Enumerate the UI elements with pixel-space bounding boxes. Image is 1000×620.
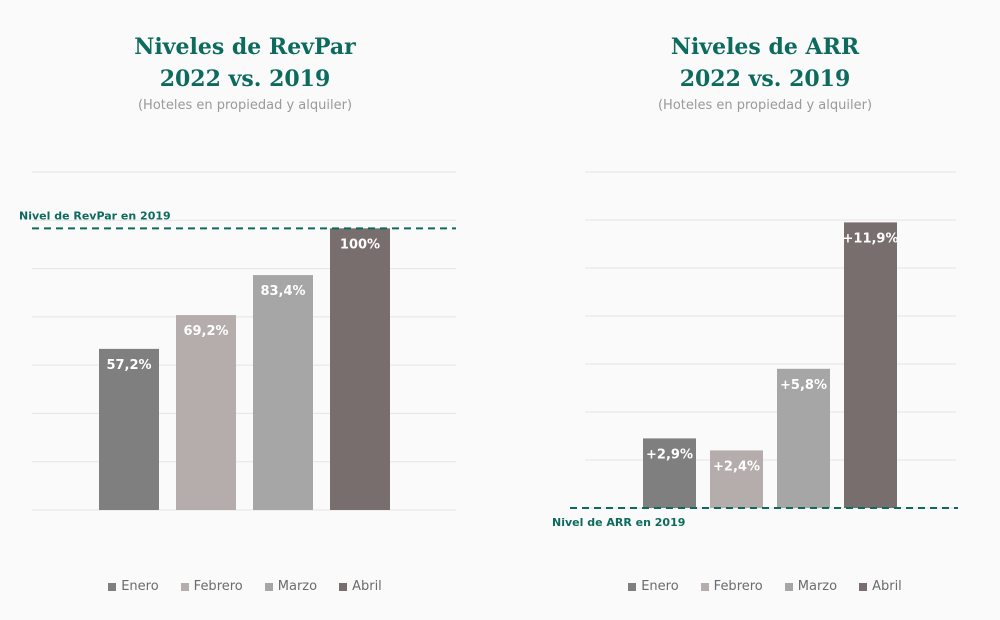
legend-label: Abril [352, 579, 382, 594]
legend-item-abril: Abril [859, 579, 902, 594]
legend-swatch [108, 582, 117, 591]
revpar-bar-chart: 57,2% 69,2% 83,4% 100% Nivel de RevPar en 20… [19, 171, 456, 511]
legend-swatch [784, 582, 793, 591]
bar-abril [844, 222, 897, 508]
legend-item-marzo: Marzo [784, 579, 838, 594]
legend-swatch [264, 582, 273, 591]
bar-febrero [176, 315, 236, 510]
reference-line-label: Nivel de RevPar en 2019 [19, 209, 171, 222]
chart-legend: Enero Febrero Marzo Abril [10, 579, 480, 594]
data-label: 69,2% [183, 324, 228, 339]
bar-abril [330, 228, 390, 511]
legend-item-marzo: Marzo [264, 579, 318, 594]
data-label: +11,9% [843, 231, 899, 246]
bar-marzo [253, 275, 313, 510]
chart-title: Niveles de RevPar [134, 34, 356, 60]
legend-item-febrero: Febrero [180, 579, 243, 594]
chart-legend: Enero Febrero Marzo Abril [530, 579, 1000, 594]
legend-label: Enero [641, 579, 679, 594]
reference-line-label: Nivel de ARR en 2019 [552, 516, 685, 529]
data-label: +2,4% [713, 459, 760, 474]
chart-subtitle: (Hoteles en propiedad y alquiler) [137, 98, 353, 113]
bar-marzo [777, 368, 830, 508]
legend-swatch [339, 582, 348, 591]
legend-swatch [628, 582, 637, 591]
data-label: +2,9% [646, 447, 693, 462]
chart-subtitle: (Hoteles en propiedad y alquiler) [657, 98, 873, 113]
legend-label: Abril [872, 579, 902, 594]
data-label: 83,4% [260, 284, 305, 299]
bar-enero [643, 438, 696, 508]
bar-enero [99, 348, 159, 510]
legend-item-enero: Enero [628, 579, 679, 594]
chart-title-line2: 2022 vs. 2019 [679, 66, 851, 92]
legend-swatch [859, 582, 868, 591]
legend-label: Marzo [277, 579, 318, 594]
chart-title: Niveles de ARR [670, 34, 860, 60]
legend-label: Febrero [713, 579, 763, 594]
bar-febrero [710, 450, 763, 508]
revpar-chart-panel: Niveles de RevPar 2022 vs. 2019 (Hoteles… [10, 0, 480, 620]
data-label: 100% [340, 237, 380, 252]
legend-label: Febrero [193, 579, 243, 594]
arr-bar-chart: +2,9% +2,4% +5,8% +11,9% Nivel de ARR en 201… [552, 171, 958, 529]
legend-swatch [700, 582, 709, 591]
legend-label: Enero [121, 579, 159, 594]
legend-item-abril: Abril [339, 579, 382, 594]
legend-item-enero: Enero [108, 579, 159, 594]
data-label: +5,8% [780, 378, 827, 393]
legend-swatch [180, 582, 189, 591]
legend-item-febrero: Febrero [700, 579, 763, 594]
arr-chart-panel: Niveles de ARR 2022 vs. 2019 (Hoteles en… [530, 0, 1000, 620]
chart-title-line2: 2022 vs. 2019 [159, 66, 331, 92]
legend-label: Marzo [797, 579, 838, 594]
data-label: 57,2% [106, 358, 151, 373]
